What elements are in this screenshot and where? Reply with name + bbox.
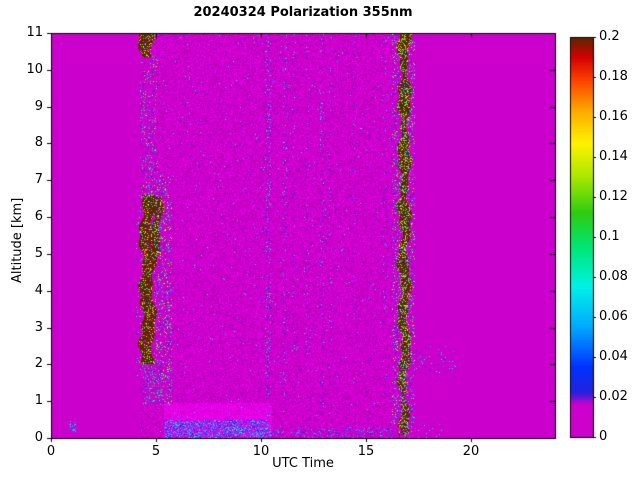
y-tick-label: 1 [34,393,43,409]
colorbar-tick-label: 0.14 [599,149,628,164]
y-tick-label: 2 [34,356,43,372]
y-tick-label: 10 [26,61,43,77]
colorbar-tick-label: 0.16 [599,109,628,124]
x-axis-label: UTC Time [272,456,334,471]
x-tick-label: 15 [357,444,375,459]
colorbar-tick-label: 0.04 [599,349,628,364]
x-tick-label: 5 [151,444,161,459]
colorbar-tick-label: 0 [599,429,608,444]
y-tick-label: 0 [34,430,43,445]
y-tick-label: 7 [34,172,43,188]
colorbar-tick-label: 0.2 [599,29,620,44]
y-tick-label: 11 [26,25,43,40]
colorbar-tick-label: 0.1 [599,229,620,244]
colorbar-tick-label: 0.12 [599,189,628,204]
y-tick-label: 3 [34,319,43,335]
y-tick-label: 4 [34,282,43,298]
x-tick-label: 10 [252,444,270,459]
colorbar-tick-label: 0.18 [599,69,628,84]
x-tick-label: 0 [46,444,56,459]
y-tick-label: 8 [34,135,43,151]
chart-title: 20240324 Polarization 355nm [193,5,413,20]
y-tick-label: 5 [34,245,43,261]
colorbar-tick-label: 0.06 [599,309,628,324]
colorbar-tick-label: 0.08 [599,269,628,284]
y-tick-label: 6 [34,209,43,225]
colorbar-tick-label: 0.02 [599,389,628,404]
y-tick-label: 9 [34,98,43,114]
x-tick-label: 20 [462,444,480,459]
